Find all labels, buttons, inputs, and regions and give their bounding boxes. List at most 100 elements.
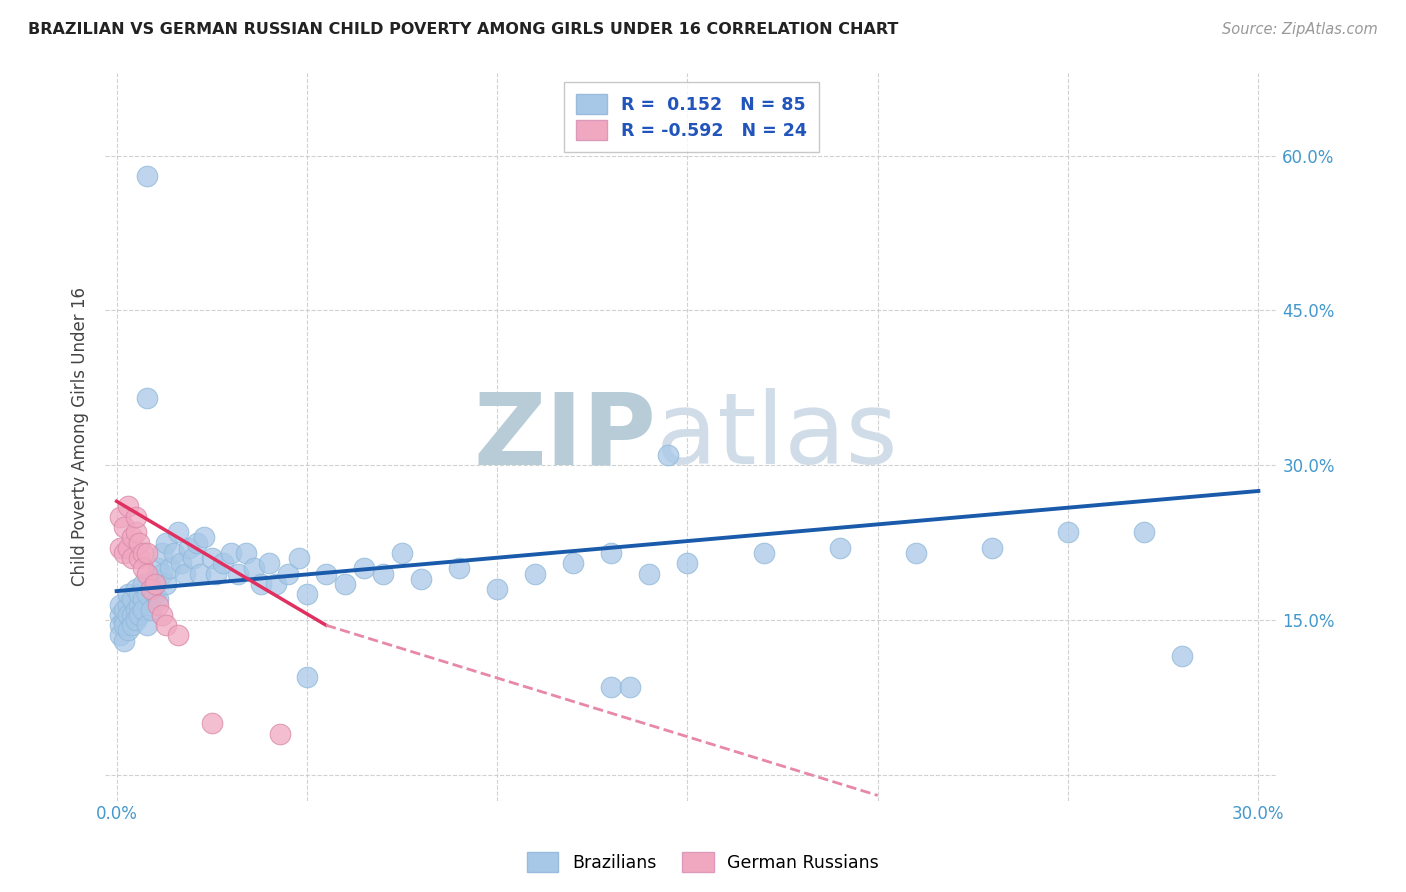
Point — [638, 566, 661, 581]
Point — [181, 551, 204, 566]
Point — [121, 618, 143, 632]
Point — [524, 566, 547, 581]
Point — [112, 633, 135, 648]
Point — [449, 561, 471, 575]
Point — [121, 531, 143, 545]
Point — [235, 546, 257, 560]
Point — [110, 618, 132, 632]
Point — [139, 582, 162, 596]
Point — [600, 680, 623, 694]
Point — [132, 592, 155, 607]
Point — [148, 598, 170, 612]
Point — [117, 598, 139, 612]
Point — [288, 551, 311, 566]
Point — [257, 556, 280, 570]
Point — [124, 509, 146, 524]
Point — [177, 541, 200, 555]
Point — [128, 551, 150, 566]
Legend: R =  0.152   N = 85, R = -0.592   N = 24: R = 0.152 N = 85, R = -0.592 N = 24 — [564, 82, 818, 153]
Y-axis label: Child Poverty Among Girls Under 16: Child Poverty Among Girls Under 16 — [72, 287, 89, 586]
Point — [155, 618, 177, 632]
Point — [619, 680, 641, 694]
Point — [159, 561, 181, 575]
Point — [676, 556, 699, 570]
Point — [112, 613, 135, 627]
Point — [110, 509, 132, 524]
Point — [112, 520, 135, 534]
Point — [128, 607, 150, 622]
Point — [1171, 649, 1194, 664]
Point — [132, 602, 155, 616]
Point — [266, 577, 288, 591]
Point — [110, 607, 132, 622]
Point — [269, 726, 291, 740]
Point — [143, 572, 166, 586]
Point — [150, 566, 173, 581]
Point — [1057, 525, 1080, 540]
Point — [124, 602, 146, 616]
Point — [136, 566, 159, 581]
Point — [128, 587, 150, 601]
Point — [201, 716, 224, 731]
Point — [132, 577, 155, 591]
Point — [186, 535, 208, 549]
Point — [121, 551, 143, 566]
Point — [117, 500, 139, 514]
Point — [121, 607, 143, 622]
Point — [752, 546, 775, 560]
Point — [121, 592, 143, 607]
Point — [904, 546, 927, 560]
Point — [117, 541, 139, 555]
Point — [562, 556, 585, 570]
Point — [136, 391, 159, 405]
Point — [136, 587, 159, 601]
Point — [828, 541, 851, 555]
Point — [117, 607, 139, 622]
Point — [112, 618, 135, 632]
Point — [204, 566, 226, 581]
Text: atlas: atlas — [657, 388, 898, 485]
Point — [170, 556, 193, 570]
Point — [139, 582, 162, 596]
Point — [353, 561, 375, 575]
Point — [112, 546, 135, 560]
Point — [212, 556, 235, 570]
Point — [163, 546, 186, 560]
Point — [150, 546, 173, 560]
Point — [371, 566, 394, 581]
Point — [981, 541, 1004, 555]
Point — [190, 566, 212, 581]
Point — [657, 448, 679, 462]
Point — [193, 531, 215, 545]
Point — [124, 613, 146, 627]
Point — [132, 561, 155, 575]
Point — [201, 551, 224, 566]
Point — [166, 525, 188, 540]
Point — [110, 598, 132, 612]
Point — [124, 525, 146, 540]
Point — [155, 577, 177, 591]
Text: Source: ZipAtlas.com: Source: ZipAtlas.com — [1222, 22, 1378, 37]
Point — [139, 602, 162, 616]
Point — [117, 624, 139, 638]
Point — [136, 546, 159, 560]
Point — [150, 607, 173, 622]
Point — [128, 535, 150, 549]
Point — [143, 577, 166, 591]
Point — [124, 582, 146, 596]
Point — [250, 577, 273, 591]
Point — [391, 546, 413, 560]
Point — [295, 670, 318, 684]
Text: BRAZILIAN VS GERMAN RUSSIAN CHILD POVERTY AMONG GIRLS UNDER 16 CORRELATION CHART: BRAZILIAN VS GERMAN RUSSIAN CHILD POVERT… — [28, 22, 898, 37]
Point — [174, 566, 197, 581]
Point — [600, 546, 623, 560]
Point — [136, 169, 159, 184]
Point — [277, 566, 299, 581]
Point — [132, 546, 155, 560]
Point — [242, 561, 264, 575]
Point — [112, 602, 135, 616]
Point — [333, 577, 356, 591]
Point — [148, 592, 170, 607]
Point — [1133, 525, 1156, 540]
Point — [295, 587, 318, 601]
